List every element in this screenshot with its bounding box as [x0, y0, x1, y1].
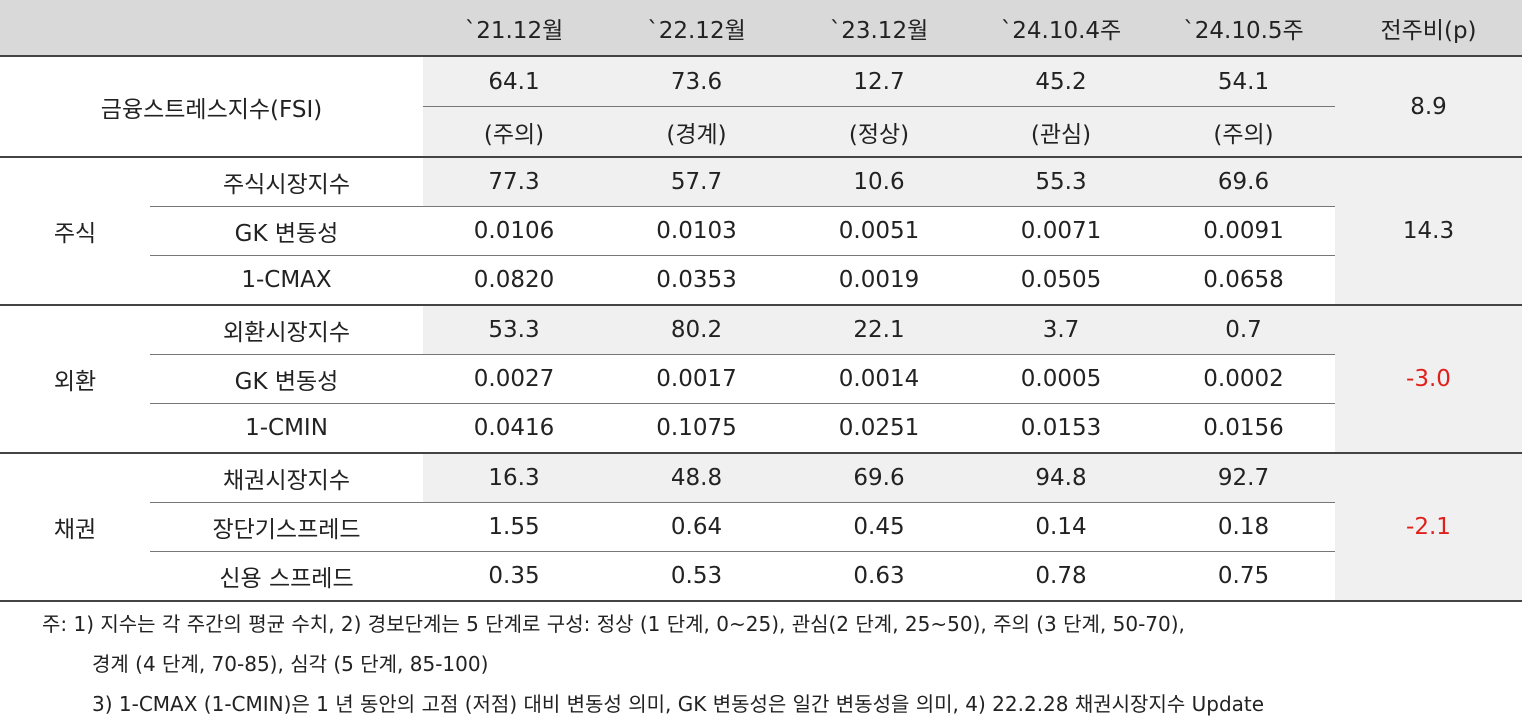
- header-cell: `23.12월: [788, 0, 970, 57]
- cell-value: 48.8: [605, 453, 788, 503]
- row-label: GK 변동성: [150, 206, 423, 256]
- cell-value: 0.0027: [423, 354, 605, 404]
- cell-value: 69.6: [788, 453, 970, 503]
- cell-value: 0.35: [423, 551, 605, 602]
- fsi-level: (주의): [1152, 106, 1335, 158]
- row-label: GK 변동성: [150, 354, 423, 404]
- cell-value: 53.3: [423, 305, 605, 355]
- cell-value: 0.63: [788, 551, 970, 602]
- header-row: `21.12월 `22.12월 `23.12월 `24.10.4주 `24.10.5주 전…: [0, 0, 1522, 57]
- fsi-level: (주의): [423, 106, 605, 158]
- cell-value: 0.0091: [1152, 206, 1335, 256]
- cell-value: 55.3: [970, 157, 1152, 207]
- cell-value: 22.1: [788, 305, 970, 355]
- cell-value: 0.0017: [605, 354, 788, 404]
- data-row: GK 변동성 0.0027 0.0017 0.0014 0.0005 0.0002: [0, 354, 1522, 404]
- row-label: 주식시장지수: [150, 157, 423, 207]
- cell-value: 0.0002: [1152, 354, 1335, 404]
- cell-value: 0.53: [605, 551, 788, 602]
- fsi-level: (정상): [788, 106, 970, 158]
- fsi-value: 64.1: [423, 56, 605, 107]
- row-label: 외환시장지수: [150, 305, 423, 355]
- header-cell: `22.12월: [605, 0, 788, 57]
- fsi-value: 73.6: [605, 56, 788, 107]
- row-label: 채권시장지수: [150, 453, 423, 503]
- cell-value: 0.78: [970, 551, 1152, 602]
- cell-value: 0.0251: [788, 403, 970, 454]
- fsi-row: 금융스트레스지수(FSI) 64.1 73.6 12.7 45.2 54.1 8.9: [0, 56, 1522, 158]
- data-row: 장단기스프레드 1.55 0.64 0.45 0.14 0.18: [0, 502, 1522, 552]
- cell-value: 94.8: [970, 453, 1152, 503]
- cell-value: 1.55: [423, 502, 605, 552]
- row-label: 장단기스프레드: [150, 502, 423, 552]
- footnote-line: 주: 1) 지수는 각 주간의 평균 수치, 2) 경보단계는 5 단계로 구성…: [42, 612, 1185, 636]
- data-row: 1-CMAX 0.0820 0.0353 0.0019 0.0505 0.0658: [0, 255, 1522, 306]
- cell-value: 0.0156: [1152, 403, 1335, 454]
- fsi-label: 금융스트레스지수(FSI): [0, 56, 423, 158]
- cell-value: 0.0820: [423, 255, 605, 306]
- cell-value: 0.0153: [970, 403, 1152, 454]
- cell-value: 0.0658: [1152, 255, 1335, 306]
- cell-value: 0.18: [1152, 502, 1335, 552]
- cell-value: 0.64: [605, 502, 788, 552]
- cell-value: 0.1075: [605, 403, 788, 454]
- cell-value: 0.0416: [423, 403, 605, 454]
- data-row: 1-CMIN 0.0416 0.1075 0.0251 0.0153 0.0156: [0, 403, 1522, 454]
- cell-value: 80.2: [605, 305, 788, 355]
- data-row: GK 변동성 0.0106 0.0103 0.0051 0.0071 0.0091: [0, 206, 1522, 256]
- row-label: 1-CMAX: [150, 255, 423, 306]
- fsi-level-row: (주의) (경계) (정상) (관심) (주의): [0, 106, 1522, 158]
- group-name: 주식: [0, 157, 150, 306]
- cell-value: 0.14: [970, 502, 1152, 552]
- group-change: -3.0: [1335, 305, 1522, 454]
- cell-value: 0.0005: [970, 354, 1152, 404]
- cell-value: 0.0014: [788, 354, 970, 404]
- data-row: 신용 스프레드 0.35 0.53 0.63 0.78 0.75: [0, 551, 1522, 602]
- fsi-value: 12.7: [788, 56, 970, 107]
- fsi-level: (관심): [970, 106, 1152, 158]
- footnotes: 주: 1) 지수는 각 주간의 평균 수치, 2) 경보단계는 5 단계로 구성…: [0, 604, 1522, 724]
- cell-value: 0.0071: [970, 206, 1152, 256]
- cell-value: 3.7: [970, 305, 1152, 355]
- data-row: 외환 외환시장지수 53.3 80.2 22.1 3.7 0.7 -3.0: [0, 305, 1522, 454]
- cell-value: 10.6: [788, 157, 970, 207]
- cell-value: 69.6: [1152, 157, 1335, 207]
- row-label: 신용 스프레드: [150, 551, 423, 602]
- fsi-change: 8.9: [1335, 56, 1522, 158]
- cell-value: 0.0505: [970, 255, 1152, 306]
- data-row: 주식 주식시장지수 77.3 57.7 10.6 55.3 69.6 14.3: [0, 157, 1522, 306]
- fsi-value: 54.1: [1152, 56, 1335, 107]
- cell-value: 0.0106: [423, 206, 605, 256]
- data-row: 채권 채권시장지수 16.3 48.8 69.6 94.8 92.7 -2.1: [0, 453, 1522, 602]
- header-cell: [0, 0, 423, 57]
- cell-value: 0.0051: [788, 206, 970, 256]
- cell-value: 0.0019: [788, 255, 970, 306]
- cell-value: 0.75: [1152, 551, 1335, 602]
- cell-value: 0.45: [788, 502, 970, 552]
- cell-value: 57.7: [605, 157, 788, 207]
- cell-value: 0.7: [1152, 305, 1335, 355]
- row-label: 1-CMIN: [150, 403, 423, 454]
- header-cell: 전주비(p): [1335, 0, 1522, 57]
- cell-value: 0.0103: [605, 206, 788, 256]
- group-name: 외환: [0, 305, 150, 454]
- header-cell: `21.12월: [423, 0, 605, 57]
- cell-value: 0.0353: [605, 255, 788, 306]
- cell-value: 77.3: [423, 157, 605, 207]
- footnote-line: 경계 (4 단계, 70-85), 심각 (5 단계, 85-100): [92, 652, 489, 676]
- cell-value: 16.3: [423, 453, 605, 503]
- fsi-level: (경계): [605, 106, 788, 158]
- header-cell: `24.10.4주: [970, 0, 1152, 57]
- group-change: 14.3: [1335, 157, 1522, 306]
- fsi-table: `21.12월 `22.12월 `23.12월 `24.10.4주 `24.10.5주 전…: [0, 0, 1522, 602]
- cell-value: 92.7: [1152, 453, 1335, 503]
- footnote-line: 3) 1-CMAX (1-CMIN)은 1 년 동안의 고점 (저점) 대비 변…: [92, 692, 1265, 716]
- fsi-value: 45.2: [970, 56, 1152, 107]
- group-change: -2.1: [1335, 453, 1522, 602]
- header-cell: `24.10.5주: [1152, 0, 1335, 57]
- group-name: 채권: [0, 453, 150, 602]
